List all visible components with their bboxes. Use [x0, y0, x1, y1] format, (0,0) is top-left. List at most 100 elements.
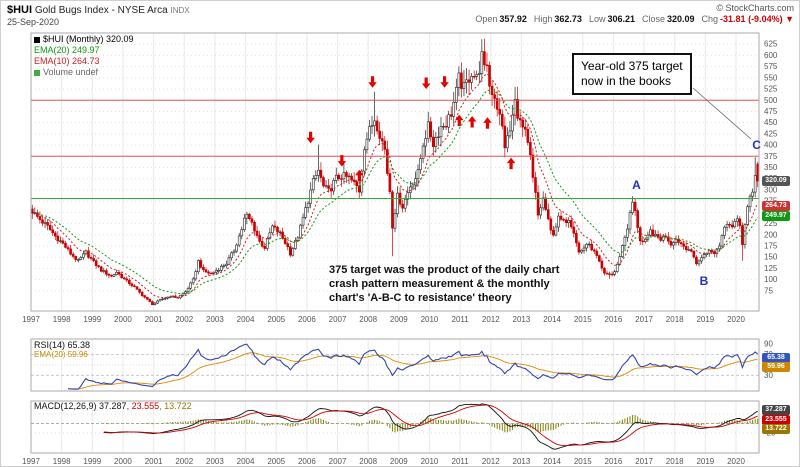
svg-text:2001: 2001	[145, 315, 163, 324]
svg-text:2008: 2008	[359, 457, 377, 466]
svg-text:2001: 2001	[145, 457, 163, 466]
svg-text:425: 425	[764, 129, 778, 138]
svg-text:200: 200	[764, 230, 778, 239]
svg-text:2009: 2009	[390, 315, 408, 324]
annotation-layer	[31, 76, 759, 199]
svg-text:90: 90	[764, 340, 773, 349]
svg-text:2004: 2004	[237, 457, 255, 466]
legend-swatch-icon	[34, 69, 40, 76]
svg-text:400: 400	[764, 141, 778, 150]
panel-frames	[30, 32, 760, 454]
ticker-symbol: $HUI	[7, 4, 33, 16]
up-arrow-marker	[467, 115, 477, 128]
quote-high-value: 362.73	[554, 14, 582, 24]
svg-text:150: 150	[764, 253, 778, 262]
quote-chg-value: -31.81 (-9.04%) ▼	[720, 14, 794, 24]
macd-legend-value-0: 37.287	[99, 401, 127, 411]
rsi-ema-line	[68, 352, 758, 390]
macd-legend-label: MACD(12,26,9)	[34, 401, 100, 411]
rsi-legend-line-1: EMA(20) 59.96	[34, 350, 88, 359]
svg-text:2013: 2013	[513, 457, 531, 466]
svg-text:2002: 2002	[175, 457, 193, 466]
legend-swatch-icon	[34, 36, 40, 43]
legend-item-0: $HUI (Monthly) 320.09	[34, 34, 134, 45]
macd-badge: 13.722	[762, 424, 790, 435]
quote-chg: Chg -31.81 (-9.04%) ▼	[702, 14, 794, 24]
down-arrow-marker	[421, 77, 431, 90]
svg-text:2012: 2012	[482, 457, 500, 466]
annotation-pointer-line	[692, 87, 752, 140]
letter-B: B	[699, 274, 709, 289]
macd-legend-value-2: , 13.722	[159, 401, 192, 411]
svg-text:375: 375	[764, 152, 778, 161]
svg-text:1998: 1998	[53, 315, 71, 324]
up-arrow-marker	[455, 114, 464, 127]
svg-text:125: 125	[764, 264, 778, 273]
svg-text:2002: 2002	[175, 315, 193, 324]
svg-text:1998: 1998	[53, 457, 71, 466]
macd-legend-value-1: , 23.555	[126, 401, 160, 411]
annotation-box-line1: Year-old 375 target	[581, 59, 683, 73]
svg-text:575: 575	[764, 62, 778, 71]
down-arrow-marker	[337, 155, 347, 167]
header-left: $HUI Gold Bugs Index - NYSE Arca INDX 25…	[7, 4, 190, 27]
legend-item-2: EMA(10) 264.73	[34, 56, 134, 67]
svg-text:2016: 2016	[605, 457, 623, 466]
svg-text:2003: 2003	[206, 315, 224, 324]
copyright-text: © StockCharts.com	[716, 3, 794, 13]
svg-text:2005: 2005	[267, 457, 285, 466]
gridlines	[30, 33, 759, 453]
down-arrow-marker	[440, 76, 449, 88]
macd-line	[103, 403, 758, 450]
quote-chg-label: Chg	[701, 14, 719, 24]
legend-label: EMA(20) 249.97	[34, 45, 100, 55]
svg-text:2007: 2007	[329, 457, 347, 466]
ema-overlays	[37, 73, 759, 299]
legend-label: $HUI (Monthly) 320.09	[43, 34, 134, 44]
svg-text:2013: 2013	[513, 315, 531, 324]
svg-text:525: 525	[764, 85, 778, 94]
svg-text:275: 275	[764, 197, 778, 206]
rsi-badge: 65.38	[762, 352, 790, 363]
rsi-line	[67, 343, 759, 390]
svg-text:2007: 2007	[329, 315, 347, 324]
svg-text:550: 550	[764, 73, 778, 82]
svg-text:2011: 2011	[452, 315, 470, 324]
letter-A: A	[632, 177, 641, 192]
svg-text:2020: 2020	[727, 315, 745, 324]
title-line: $HUI Gold Bugs Index - NYSE Arca INDX	[7, 4, 190, 16]
svg-text:1997: 1997	[22, 315, 40, 324]
up-arrow-marker	[483, 117, 492, 129]
exchange-tag: INDX	[170, 6, 190, 15]
svg-text:100: 100	[764, 275, 778, 284]
macd-panel-legend: MACD(12,26,9) 37.287, 23.555, 13.722	[34, 401, 192, 411]
svg-text:2010: 2010	[421, 457, 439, 466]
annotation-box-line2: now in the books	[581, 74, 672, 88]
svg-text:475: 475	[764, 107, 778, 116]
svg-text:2005: 2005	[267, 315, 285, 324]
macd-badge: 37.287	[762, 405, 790, 416]
main-panel-legend: $HUI (Monthly) 320.09 EMA(20) 249.97 EMA(1…	[34, 34, 134, 78]
quote-low-label: Low	[588, 14, 606, 24]
up-arrow-marker	[506, 157, 516, 170]
quote-close-value: 320.09	[667, 14, 695, 24]
quote-high: High 362.73	[534, 14, 582, 24]
macd-panel	[31, 403, 759, 450]
svg-text:2018: 2018	[666, 457, 684, 466]
svg-text:2004: 2004	[237, 315, 255, 324]
svg-text:2015: 2015	[574, 315, 592, 324]
rsi-legend-line-0: RSI(14) 65.38	[34, 340, 91, 350]
svg-text:225: 225	[764, 219, 778, 228]
svg-text:2010: 2010	[421, 315, 439, 324]
annotation-note-line1: 375 target was the product of the daily …	[329, 264, 560, 276]
svg-text:2012: 2012	[482, 315, 500, 324]
annotation-note: 375 target was the product of the daily …	[329, 263, 559, 305]
svg-text:2011: 2011	[452, 457, 470, 466]
header-right: © StockCharts.com Open 357.92 High 362.73 Lo…	[475, 3, 794, 24]
legend-label: Volume undef	[43, 67, 99, 77]
svg-text:30: 30	[764, 371, 773, 380]
rsi-badge: 59.96	[762, 362, 790, 372]
legend-label: EMA(10) 264.73	[34, 56, 100, 66]
svg-text:2014: 2014	[543, 457, 561, 466]
